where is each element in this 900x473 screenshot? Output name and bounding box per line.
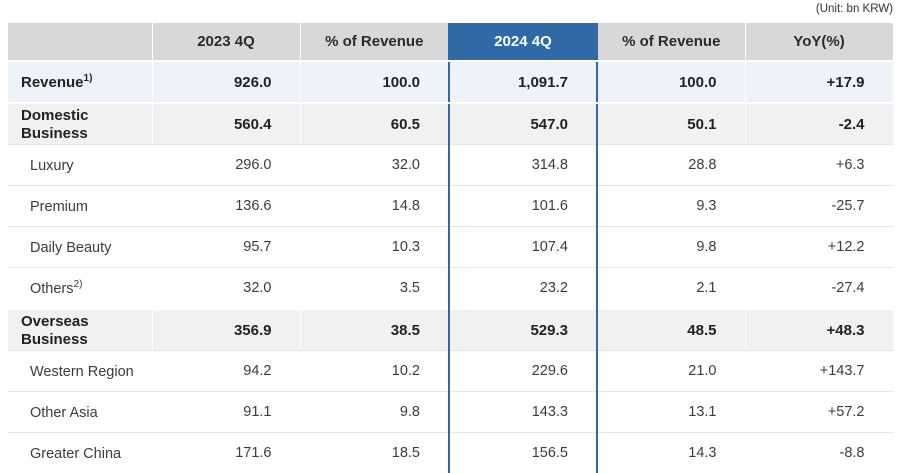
row-label: Other Asia — [8, 391, 153, 433]
cell-2024-4q: 143.3 — [448, 391, 598, 433]
footnote-marker: 2) — [73, 279, 83, 291]
cell-2023-pct: 9.8 — [300, 391, 450, 433]
cell-2024-pct: 2.1 — [597, 267, 746, 310]
row-label-text: Western Region — [30, 363, 134, 380]
row-label-text: Premium — [30, 198, 89, 215]
cell-2024-pct: 50.1 — [597, 102, 746, 145]
cell-2024-pct: 48.5 — [597, 308, 746, 351]
header-2024-4q-highlighted: 2024 4Q — [448, 23, 598, 62]
cell-2024-4q: 23.2 — [448, 267, 598, 310]
row-label: Overseas Business — [8, 308, 153, 351]
cell-yoy: -25.7 — [745, 185, 894, 227]
row-label-text: Other Asia — [30, 404, 98, 421]
cell-2023-4q: 94.2 — [152, 350, 301, 392]
row-label-text: Greater China — [30, 445, 122, 462]
row-label-text: Luxury — [30, 157, 74, 174]
table-row-daily-beauty: Daily Beauty 95.7 10.3 107.4 9.8 +12.2 — [8, 226, 894, 268]
cell-2024-pct: 14.3 — [597, 432, 746, 473]
row-label: Western Region — [8, 350, 153, 392]
table-row-luxury: Luxury 296.0 32.0 314.8 28.8 +6.3 — [8, 144, 894, 186]
cell-2023-pct: 10.3 — [300, 226, 450, 268]
cell-2023-4q: 296.0 — [152, 144, 301, 186]
header-pct-revenue-2023: % of Revenue — [300, 23, 450, 62]
cell-2024-pct: 21.0 — [597, 350, 746, 392]
row-label: Others2) — [8, 267, 153, 310]
cell-2024-4q: 156.5 — [448, 432, 598, 473]
results-table: 2023 4Q % of Revenue 2024 4Q % of Revenu… — [8, 23, 894, 473]
cell-2023-pct: 38.5 — [300, 308, 450, 351]
header-empty — [8, 23, 153, 62]
table-row-revenue: Revenue1) 926.0 100.0 1,091.7 100.0 +17.… — [8, 61, 894, 104]
cell-yoy: +48.3 — [745, 308, 894, 351]
cell-2023-4q: 356.9 — [152, 308, 301, 351]
cell-2023-pct: 3.5 — [300, 267, 450, 310]
row-label-text: Domestic Business — [21, 106, 89, 142]
row-label-text: Overseas Business — [21, 312, 89, 348]
cell-2024-4q: 314.8 — [448, 144, 598, 186]
cell-2024-4q: 529.3 — [448, 308, 598, 351]
header-row: 2023 4Q % of Revenue 2024 4Q % of Revenu… — [8, 23, 894, 62]
cell-2024-4q: 101.6 — [448, 185, 598, 227]
row-label: Premium — [8, 185, 153, 227]
cell-2024-4q: 107.4 — [448, 226, 598, 268]
cell-yoy: +143.7 — [745, 350, 894, 392]
cell-2023-4q: 136.6 — [152, 185, 301, 227]
row-label-text: Daily Beauty — [30, 239, 112, 256]
row-label: Domestic Business — [8, 102, 153, 145]
cell-yoy: -2.4 — [745, 102, 894, 145]
row-label: Luxury — [8, 144, 153, 186]
cell-2023-4q: 926.0 — [152, 61, 301, 104]
table-row-western-region: Western Region 94.2 10.2 229.6 21.0 +143… — [8, 350, 894, 392]
header-yoy: YoY(%) — [745, 23, 894, 62]
cell-yoy: -27.4 — [745, 267, 894, 310]
row-label: Revenue1) — [8, 61, 153, 104]
row-label-text: Revenue — [21, 74, 84, 91]
unit-label: (Unit: bn KRW) — [815, 3, 893, 15]
table-row-greater-china: Greater China 171.6 18.5 156.5 14.3 -8.8 — [8, 432, 894, 473]
cell-2023-pct: 18.5 — [300, 432, 450, 473]
cell-yoy: -8.8 — [745, 432, 894, 473]
header-pct-revenue-2024: % of Revenue — [597, 23, 746, 62]
table-row-others: Others2) 32.0 3.5 23.2 2.1 -27.4 — [8, 267, 894, 310]
cell-2023-pct: 10.2 — [300, 350, 450, 392]
footnote-marker: 1) — [83, 73, 93, 84]
cell-yoy: +6.3 — [745, 144, 894, 186]
cell-2024-pct: 13.1 — [597, 391, 746, 433]
cell-2023-4q: 32.0 — [152, 267, 301, 310]
cell-2024-4q: 547.0 — [448, 102, 598, 145]
cell-yoy: +12.2 — [745, 226, 894, 268]
cell-2023-pct: 60.5 — [300, 102, 450, 145]
cell-2023-4q: 91.1 — [152, 391, 301, 433]
cell-yoy: +17.9 — [745, 61, 894, 104]
cell-2024-pct: 9.3 — [597, 185, 746, 227]
row-label: Greater China — [8, 432, 153, 473]
cell-2023-4q: 171.6 — [152, 432, 301, 473]
cell-2023-pct: 14.8 — [300, 185, 450, 227]
cell-2023-4q: 95.7 — [152, 226, 301, 268]
table-row-premium: Premium 136.6 14.8 101.6 9.3 -25.7 — [8, 185, 894, 227]
cell-2023-pct: 32.0 — [300, 144, 450, 186]
cell-2024-pct: 9.8 — [597, 226, 746, 268]
cell-2024-pct: 100.0 — [597, 61, 746, 104]
row-label-text: Others — [30, 280, 74, 297]
cell-2024-pct: 28.8 — [597, 144, 746, 186]
cell-2023-4q: 560.4 — [152, 102, 301, 145]
table-row-domestic-business: Domestic Business 560.4 60.5 547.0 50.1 … — [8, 102, 894, 145]
row-label: Daily Beauty — [8, 226, 153, 268]
cell-2023-pct: 100.0 — [300, 61, 450, 104]
table-row-other-asia: Other Asia 91.1 9.8 143.3 13.1 +57.2 — [8, 391, 894, 433]
header-2023-4q: 2023 4Q — [152, 23, 301, 62]
cell-2024-4q: 229.6 — [448, 350, 598, 392]
cell-yoy: +57.2 — [745, 391, 894, 433]
cell-2024-4q: 1,091.7 — [448, 61, 598, 104]
table-row-overseas-business: Overseas Business 356.9 38.5 529.3 48.5 … — [8, 308, 894, 351]
